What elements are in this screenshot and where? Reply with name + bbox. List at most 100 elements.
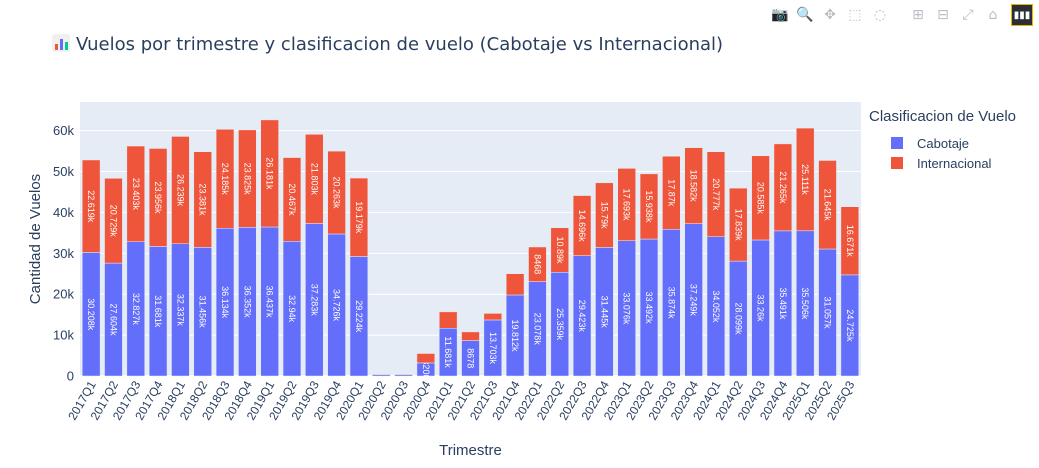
box-select-icon[interactable]: ⬚	[848, 7, 862, 23]
reset-axes-icon[interactable]: ⌂	[988, 7, 998, 23]
data-label: 23.381k	[198, 184, 208, 217]
data-label: 26.239k	[175, 174, 185, 207]
data-label: 20.777k	[711, 178, 721, 211]
legend: Clasificacion de Vuelo Cabotaje Internac…	[869, 108, 1016, 173]
data-label: 31.445k	[599, 296, 609, 329]
data-label: 31.681k	[153, 295, 163, 328]
data-label: 27.604k	[108, 304, 118, 337]
data-label: 3200	[421, 359, 431, 379]
data-label: 35.491k	[778, 287, 788, 320]
legend-title: Clasificacion de Vuelo	[869, 108, 1017, 125]
camera-icon[interactable]: 📷	[771, 7, 789, 23]
modebar: 📷 🔍 ✥ ⬚ ◌ ⊞ ⊟ ⤢ ⌂ ▮▮▮	[769, 4, 1033, 26]
data-label: 11.681k	[443, 336, 453, 368]
y-tick-label: 40k	[53, 205, 74, 220]
data-label: 35.506k	[800, 287, 810, 320]
bar-internacional-2022Q2	[550, 227, 569, 273]
bar-internacional-2023Q2	[639, 173, 659, 240]
plotly-logo-icon[interactable]: ▮▮▮	[1011, 4, 1033, 26]
bar-internacional-2021Q1	[439, 311, 458, 329]
bar-internacional-2022Q4	[595, 182, 614, 248]
bar-internacional-2017Q3	[126, 145, 145, 243]
legend-label-cabotaje: Cabotaje	[917, 135, 970, 151]
y-tick-label: 50k	[53, 164, 74, 179]
bar-internacional-2019Q3	[305, 134, 324, 224]
data-label: 23.078k	[532, 313, 542, 346]
bar-internacional-2021Q3	[483, 313, 502, 321]
bar-internacional-2018Q1	[171, 136, 190, 245]
chart-title-text: Vuelos por trimestre y clasificacion de …	[76, 34, 724, 55]
data-label: 8468	[532, 254, 542, 274]
bar-internacional-2020Q2	[372, 373, 391, 375]
bar-internacional-2021Q4	[505, 273, 525, 296]
data-label: 24.185k	[220, 163, 230, 196]
bar-internacional-2017Q1	[81, 159, 101, 253]
data-label: 29.423k	[577, 300, 587, 333]
data-label: 37.283k	[309, 284, 319, 317]
bar-internacional-2024Q1	[706, 151, 726, 237]
data-label: 22.619k	[86, 190, 96, 223]
data-label: 17.693k	[622, 189, 632, 222]
bar-internacional-2019Q4	[327, 150, 346, 235]
data-label: 25.359k	[555, 308, 565, 341]
lasso-select-icon[interactable]: ◌	[873, 7, 887, 23]
y-tick-label: 20k	[53, 287, 74, 302]
bar-internacional-2022Q3	[572, 195, 592, 256]
data-label: 33.076k	[622, 292, 632, 325]
data-label: 25.111k	[800, 164, 810, 195]
bar-internacional-2019Q1	[260, 119, 279, 228]
x-axis-title: Trimestre	[439, 442, 502, 459]
data-label: 29.224k	[354, 300, 364, 333]
data-label: 17.87k	[666, 179, 676, 207]
bar-internacional-2023Q1	[617, 168, 636, 241]
legend-label-internacional: Internacional	[917, 155, 992, 171]
data-label: 31.456k	[198, 296, 208, 329]
bar-internacional-2025Q3	[840, 206, 860, 276]
legend-swatch-cabotaje	[891, 137, 903, 149]
data-label: 20.729k	[108, 205, 118, 238]
data-label: 36.134k	[220, 286, 230, 319]
data-label: 23.825k	[242, 163, 252, 196]
bar-internacional-2020Q1	[349, 177, 369, 257]
data-label: 8678	[466, 348, 476, 368]
bar-internacional-2024Q3	[751, 155, 770, 241]
y-axis-title: Cantidad de Vuelos	[27, 174, 44, 304]
data-label: 16.671k	[845, 225, 855, 258]
data-label: 14.696k	[577, 210, 587, 243]
legend-item-internacional[interactable]: Internacional	[869, 153, 1016, 173]
legend-item-cabotaje[interactable]: Cabotaje	[869, 133, 1016, 153]
bar-internacional-2018Q3	[215, 129, 235, 229]
zoom-icon[interactable]: 🔍	[796, 7, 814, 23]
bar-internacional-2018Q4	[238, 129, 257, 228]
data-label: 24.725k	[845, 309, 855, 342]
chart-title: Vuelos por trimestre y clasificacion de …	[52, 34, 723, 55]
bar-internacional-2017Q2	[104, 178, 123, 264]
data-label: 21.645k	[823, 189, 833, 222]
pan-icon[interactable]: ✥	[824, 7, 836, 23]
bar-internacional-2019Q2	[282, 157, 302, 242]
bar-internacional-2023Q4	[684, 147, 703, 224]
autoscale-icon[interactable]: ⤢	[962, 7, 974, 23]
data-label: 28.099k	[733, 303, 743, 336]
data-label: 20.585k	[756, 182, 766, 215]
bar-internacional-2020Q4	[416, 353, 436, 364]
bar-chart-icon	[52, 34, 70, 52]
data-label: 23.403k	[131, 178, 141, 211]
data-label: 23.956k	[153, 181, 163, 214]
zoom-in-icon[interactable]: ⊞	[912, 7, 924, 23]
data-label: 30.208k	[86, 298, 96, 331]
data-label: 36.352k	[242, 286, 252, 319]
data-label: 34.052k	[711, 290, 721, 323]
y-tick-label: 60k	[53, 123, 74, 138]
data-label: 18.582k	[689, 170, 699, 203]
bar-internacional-2025Q2	[818, 160, 837, 250]
bar-internacional-2017Q4	[148, 148, 168, 247]
data-label: 19.179k	[354, 201, 364, 234]
zoom-out-icon[interactable]: ⊟	[937, 7, 949, 23]
data-label: 37.249k	[689, 284, 699, 317]
bar-internacional-2021Q2	[461, 331, 480, 341]
data-label: 21.803k	[309, 163, 319, 196]
data-label: 32.337k	[175, 294, 185, 327]
data-label: 20.263k	[332, 177, 342, 210]
